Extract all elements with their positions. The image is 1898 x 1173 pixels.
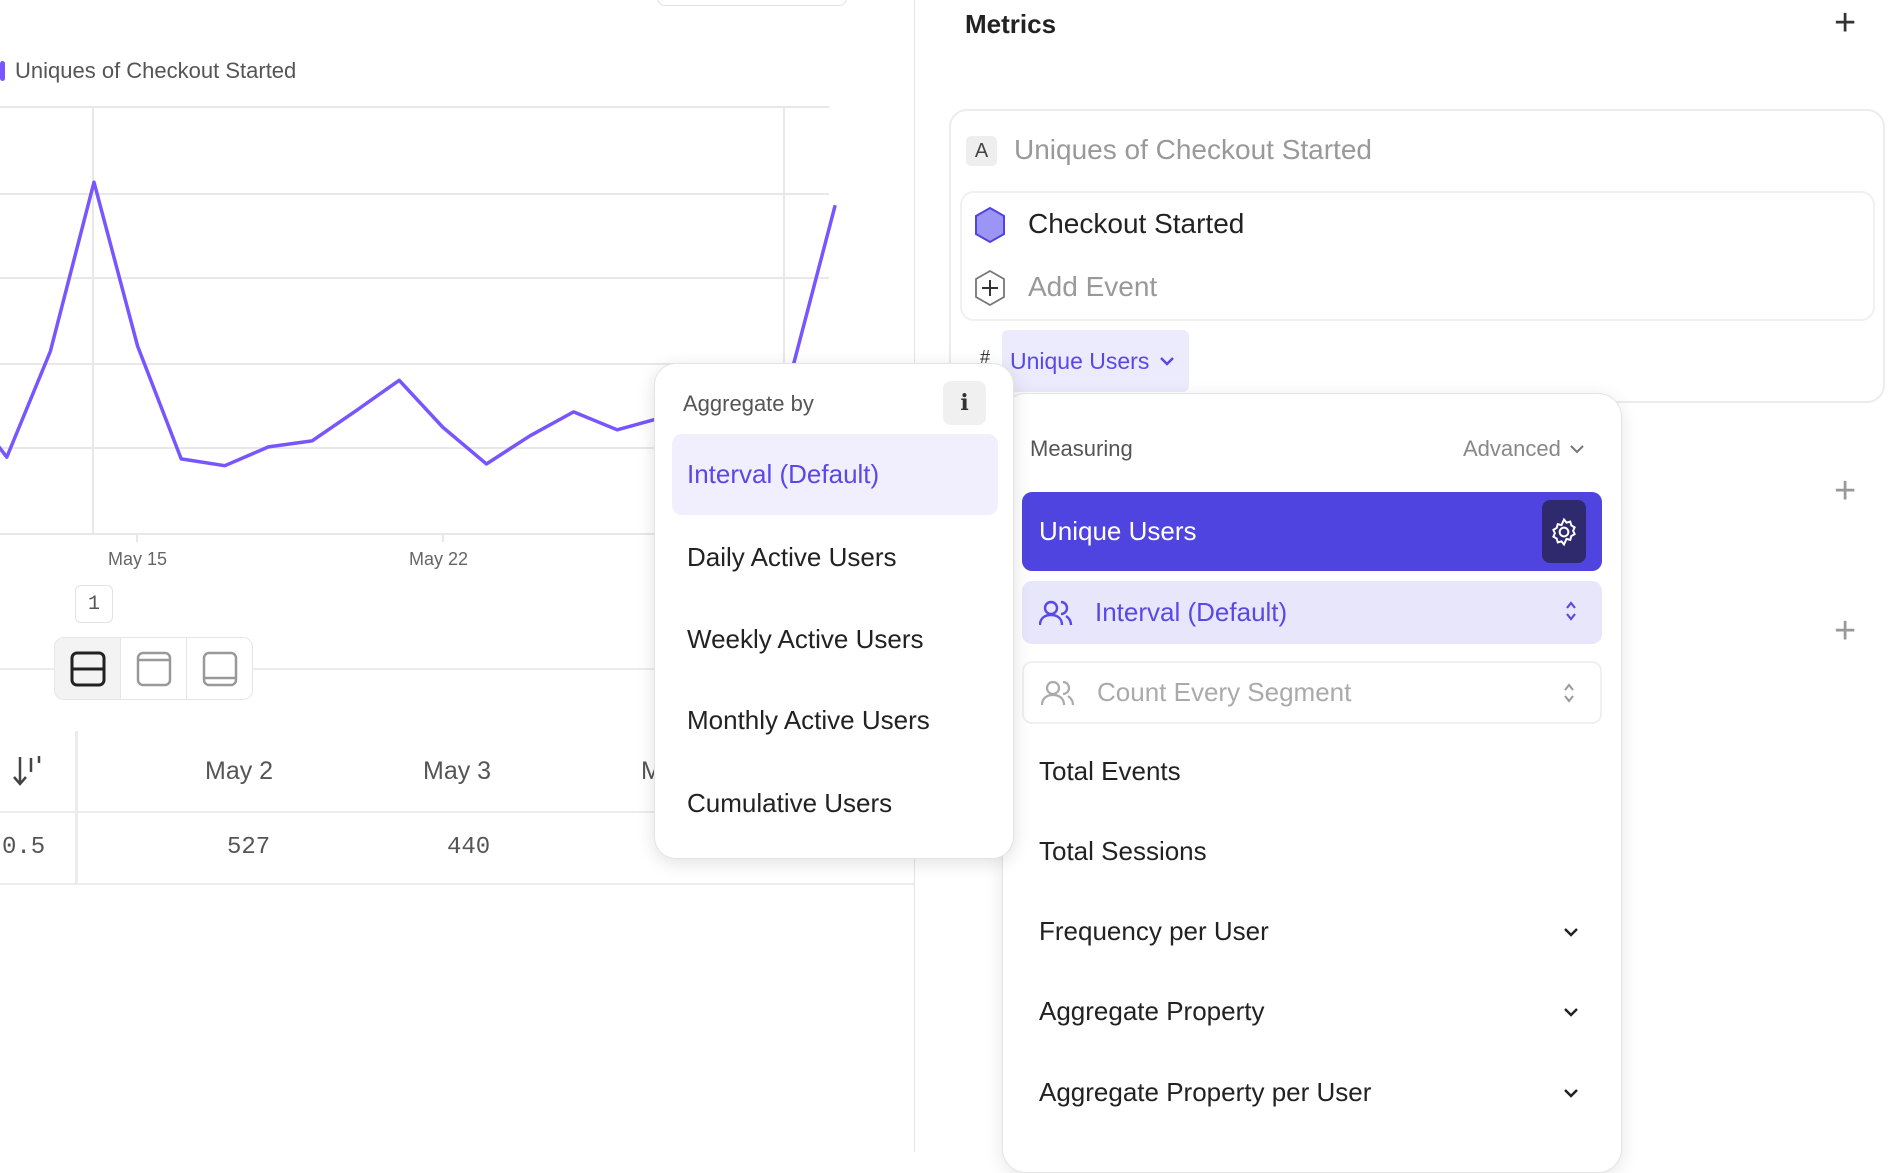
event-list <box>960 191 1875 321</box>
chart-legend[interactable]: Uniques of Checkout Started <box>0 58 297 84</box>
legend-swatch <box>0 61 5 81</box>
event-name[interactable]: Checkout Started <box>1028 208 1245 239</box>
metric-letter-badge: A <box>966 136 997 166</box>
split-view-icon <box>70 651 105 686</box>
measuring-menu: Measuring Advanced Unique Users Interval… <box>1002 393 1622 1173</box>
layout-chart-button[interactable] <box>121 638 187 699</box>
data-point[interactable] <box>570 408 578 416</box>
gear-icon <box>1552 517 1576 546</box>
menu-item-monthly[interactable]: Monthly Active Users <box>687 705 930 735</box>
data-point[interactable] <box>352 407 360 415</box>
column-divider <box>75 731 78 884</box>
data-point[interactable] <box>308 437 316 445</box>
up-down-chevron-icon <box>1564 683 1574 703</box>
data-point[interactable] <box>46 347 54 355</box>
segment-value: Count Every Segment <box>1097 677 1352 707</box>
metric-name[interactable]: Uniques of Checkout Started <box>1014 134 1372 165</box>
column-header[interactable]: May 3 <box>423 757 492 785</box>
option-label: Frequency per User <box>1039 916 1269 946</box>
page-indicator[interactable]: 1 <box>75 585 113 623</box>
x-tick-label: May 15 <box>108 549 168 569</box>
option-label: Unique Users <box>1039 516 1197 546</box>
data-point[interactable] <box>221 462 229 470</box>
legend-label: Uniques of Checkout Started <box>15 58 297 83</box>
data-point[interactable] <box>264 443 272 451</box>
table-cell: 440 <box>447 834 491 861</box>
data-point[interactable] <box>90 178 98 186</box>
add-event-button[interactable]: Add Event <box>1028 271 1158 302</box>
data-point[interactable] <box>613 426 621 434</box>
segment-select[interactable]: Count Every Segment <box>1022 661 1602 724</box>
advanced-label: Advanced <box>1463 436 1561 461</box>
option-aggregate-property-per-user[interactable]: Aggregate Property per User <box>1039 1077 1579 1108</box>
settings-button[interactable] <box>1542 500 1586 563</box>
option-aggregate-property[interactable]: Aggregate Property <box>1039 996 1579 1027</box>
option-total-sessions[interactable]: Total Sessions <box>1039 836 1579 867</box>
chart-only-icon <box>136 651 171 686</box>
add-filter-icon[interactable]: + <box>1834 470 1857 512</box>
menu-item-daily[interactable]: Daily Active Users <box>687 542 897 572</box>
up-down-chevron-icon <box>1566 601 1576 621</box>
table-cell: 0.5 <box>2 834 46 861</box>
option-label: Total Events <box>1039 756 1181 786</box>
table-only-icon <box>202 651 237 686</box>
chevron-down-icon <box>1564 1088 1578 1098</box>
option-label: Aggregate Property per User <box>1039 1077 1372 1107</box>
unique-users-option[interactable]: Unique Users <box>1022 492 1602 571</box>
add-event-icon[interactable] <box>973 269 1007 307</box>
column-header[interactable]: May 2 <box>205 757 274 785</box>
option-label: Total Sessions <box>1039 836 1207 866</box>
add-breakdown-icon[interactable]: + <box>1834 610 1857 652</box>
measuring-label: Measuring <box>1030 436 1133 461</box>
event-hexagon-icon <box>975 206 1005 244</box>
users-icon <box>1039 600 1073 625</box>
menu-item-weekly[interactable]: Weekly Active Users <box>687 624 924 654</box>
data-point[interactable] <box>482 460 490 468</box>
data-point[interactable] <box>134 342 142 350</box>
menu-item-cumulative[interactable]: Cumulative Users <box>687 788 893 818</box>
divider <box>0 668 914 670</box>
option-frequency-per-user[interactable]: Frequency per User <box>1039 916 1579 947</box>
row-border <box>0 883 914 885</box>
advanced-toggle[interactable]: Advanced <box>1463 436 1585 462</box>
measure-label: Unique Users <box>1010 347 1150 374</box>
aggregate-by-select[interactable]: Interval (Default) <box>1022 581 1602 644</box>
measure-hash: # <box>980 347 991 367</box>
info-button[interactable]: i <box>943 381 986 425</box>
menu-header: Aggregate by <box>683 391 814 416</box>
metrics-title: Metrics <box>965 9 1057 39</box>
users-icon <box>1041 680 1075 705</box>
chevron-down-icon <box>1570 445 1584 454</box>
data-point[interactable] <box>395 376 403 384</box>
option-label: Aggregate Property <box>1039 996 1265 1026</box>
add-metric-icon[interactable]: + <box>1834 2 1857 44</box>
sort-icon[interactable] <box>12 754 46 788</box>
measure-dropdown[interactable]: Unique Users <box>1002 330 1189 392</box>
aggregate-by-menu: Aggregate by i Interval (Default) Daily … <box>654 363 1014 859</box>
layout-toggle <box>54 637 253 700</box>
data-point[interactable] <box>3 453 11 461</box>
data-point[interactable] <box>526 432 534 440</box>
x-tick-label: May 22 <box>409 549 469 569</box>
header-border <box>0 811 914 813</box>
toolbar-box[interactable] <box>657 0 847 6</box>
chevron-down-icon <box>1564 927 1578 937</box>
option-total-events[interactable]: Total Events <box>1039 756 1579 787</box>
menu-item-interval[interactable]: Interval (Default) <box>672 434 998 515</box>
data-point[interactable] <box>439 423 447 431</box>
chevron-down-icon <box>1564 1007 1578 1017</box>
chevron-down-icon <box>1160 357 1175 366</box>
data-point[interactable] <box>177 455 185 463</box>
data-point[interactable] <box>831 201 839 209</box>
aggregate-value: Interval (Default) <box>1095 597 1288 627</box>
layout-split-button[interactable] <box>55 638 121 699</box>
table-cell: 527 <box>227 834 271 861</box>
layout-table-button[interactable] <box>187 638 252 699</box>
